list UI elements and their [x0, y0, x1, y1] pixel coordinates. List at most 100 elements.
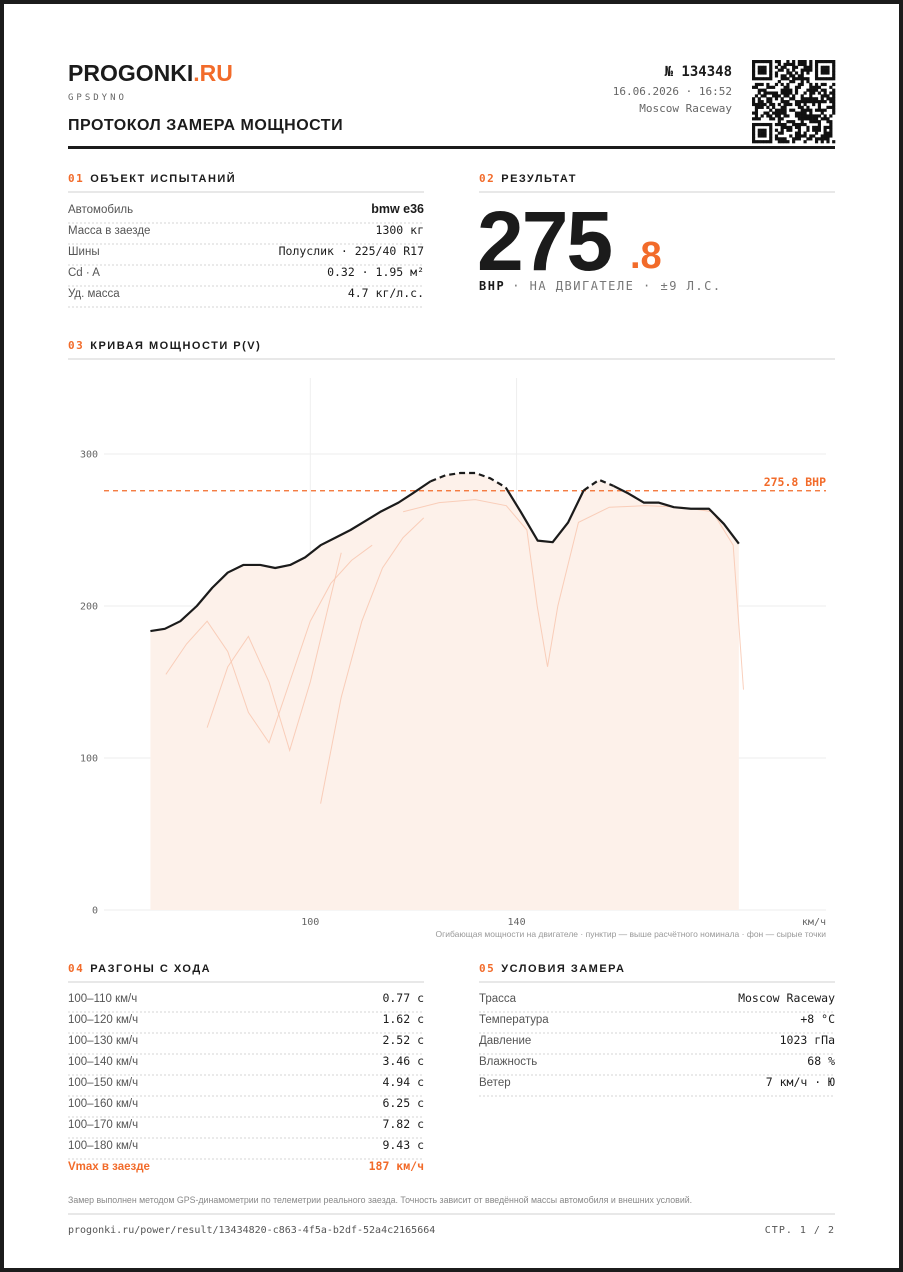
- qr-module: [812, 134, 816, 138]
- qr-module: [803, 65, 807, 69]
- qr-module: [780, 137, 784, 141]
- qr-module: [826, 65, 830, 69]
- qr-module: [780, 108, 784, 112]
- qr-module: [809, 60, 813, 64]
- chart-caption: Огибающая мощности на двигателе · пункти…: [435, 929, 826, 939]
- qr-module: [814, 128, 819, 132]
- qr-module: [794, 111, 799, 115]
- qr-module: [780, 74, 784, 78]
- qr-module: [806, 65, 810, 69]
- qr-module: [760, 100, 764, 104]
- row-label: Автомобиль: [68, 204, 133, 216]
- qr-module: [780, 77, 784, 81]
- section-heading: 01 ОБЪЕКТ ИСПЫТАНИЙ: [68, 172, 236, 185]
- qr-module: [797, 77, 801, 81]
- qr-module: [760, 122, 764, 127]
- row-value: bmw e36: [371, 202, 424, 216]
- qr-module: [803, 117, 807, 121]
- qr-module: [797, 134, 801, 138]
- qr-module: [769, 85, 773, 89]
- doc-location: Moscow Raceway: [639, 102, 732, 115]
- qr-module: [783, 74, 787, 78]
- qr-module: [823, 68, 827, 72]
- qr-module: [832, 65, 836, 69]
- qr-module: [752, 140, 756, 144]
- qr-module: [760, 60, 764, 64]
- qr-module: [757, 82, 761, 87]
- qr-module: [817, 85, 821, 89]
- qr-module: [760, 88, 764, 92]
- qr-module: [812, 125, 816, 129]
- row-label: Ветер: [479, 1077, 511, 1089]
- qr-module: [763, 71, 767, 75]
- qr-module: [786, 102, 790, 107]
- qr-module: [757, 102, 761, 107]
- qr-module: [763, 102, 767, 107]
- qr-module: [829, 120, 833, 124]
- qr-module: [817, 114, 821, 118]
- qr-module: [769, 97, 773, 101]
- qr-module: [774, 114, 779, 118]
- qr-module: [769, 137, 773, 141]
- qr-module: [774, 97, 779, 101]
- qr-module: [763, 68, 767, 72]
- qr-module: [766, 85, 770, 89]
- qr-module: [754, 77, 759, 81]
- qr-module: [832, 108, 836, 112]
- qr-module: [803, 131, 807, 135]
- qr-module: [803, 122, 807, 127]
- qr-module: [800, 122, 804, 127]
- qr-module: [772, 85, 776, 89]
- qr-module: [783, 100, 787, 104]
- section-title: УСЛОВИЯ ЗАМЕРА: [501, 963, 625, 975]
- qr-module: [797, 85, 801, 89]
- qr-module: [809, 97, 813, 101]
- qr-module: [760, 114, 764, 118]
- qr-module: [786, 60, 790, 64]
- row-value: 9.43 с: [382, 1138, 424, 1152]
- qr-module: [806, 125, 810, 129]
- qr-module: [794, 131, 799, 135]
- section-number: 03: [68, 339, 84, 352]
- qr-module: [777, 131, 781, 135]
- qr-module: [754, 102, 759, 107]
- y-tick-label: 300: [80, 450, 98, 461]
- qr-module: [797, 111, 801, 115]
- qr-module: [774, 74, 779, 78]
- qr-module: [754, 117, 759, 121]
- qr-module: [797, 125, 801, 129]
- result-unit: BHP: [479, 279, 505, 293]
- qr-module: [786, 100, 790, 104]
- qr-module: [763, 128, 767, 132]
- qr-module: [766, 105, 770, 109]
- qr-module: [752, 62, 756, 67]
- row-label: Шины: [68, 246, 100, 258]
- qr-module: [823, 71, 827, 75]
- qr-module: [823, 65, 827, 69]
- qr-module: [786, 125, 790, 129]
- qr-module: [806, 88, 810, 92]
- qr-module: [817, 100, 821, 104]
- qr-module: [806, 77, 810, 81]
- qr-module: [780, 65, 784, 69]
- qr-module: [814, 108, 819, 112]
- qr-module: [814, 125, 819, 129]
- qr-module: [797, 137, 801, 141]
- qr-module: [817, 120, 821, 124]
- qr-module: [752, 117, 756, 121]
- section-heading: 05 УСЛОВИЯ ЗАМЕРА: [479, 962, 626, 975]
- section-number: 02: [479, 172, 495, 185]
- qr-module: [783, 91, 787, 95]
- qr-module: [797, 128, 801, 132]
- qr-module: [783, 94, 787, 98]
- qr-module: [800, 60, 804, 64]
- qr-module: [832, 60, 836, 64]
- qr-module: [806, 108, 810, 112]
- row-value: 4.7 кг/л.с.: [348, 286, 424, 300]
- qr-module: [757, 88, 761, 92]
- qr-module: [800, 94, 804, 98]
- qr-module: [809, 120, 813, 124]
- qr-module: [769, 68, 773, 72]
- qr-module: [829, 134, 833, 138]
- qr-module: [823, 117, 827, 121]
